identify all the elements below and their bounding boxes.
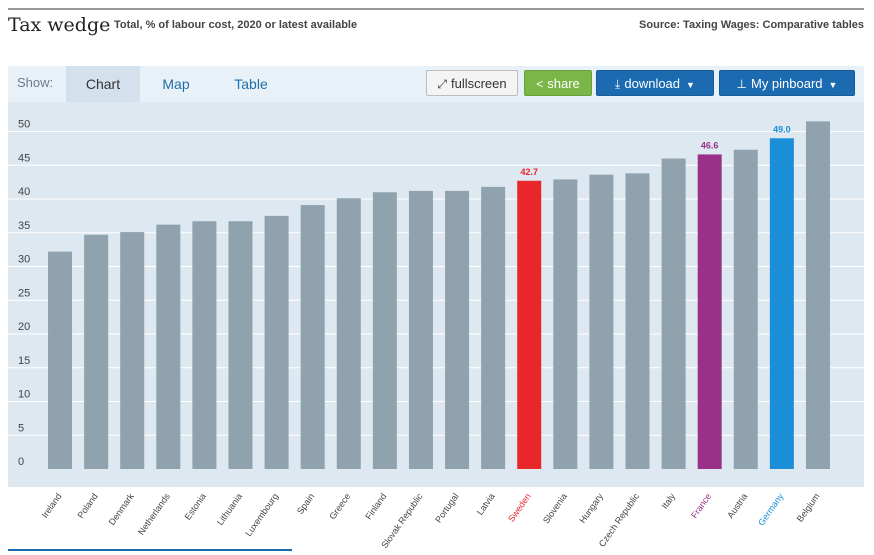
bar[interactable] [769,138,794,469]
x-tick-label: Hungary [577,491,605,525]
y-tick-label: 20 [18,321,30,333]
share-button[interactable]: < share [524,70,592,96]
x-tick-label: Lithuania [215,491,244,527]
x-axis-labels: Ireland Poland Denmark Netherlands Estonia Li… [40,491,822,550]
y-tick-label: 25 [18,287,30,299]
x-tick-label: Germany [756,491,786,527]
bar[interactable] [120,232,145,469]
bar[interactable] [553,179,578,470]
bar[interactable] [589,174,614,469]
data-label: 42.7 [520,167,538,177]
bar[interactable] [625,173,650,469]
download-label: download [624,76,681,91]
pushpin-icon: ⊥ [736,77,747,91]
bar[interactable] [48,251,73,469]
x-tick-label: Belgium [795,491,822,523]
tab-map[interactable]: Map [140,66,212,102]
bar[interactable] [661,158,686,470]
bar[interactable] [805,121,830,469]
page-subtitle: Total, % of labour cost, 2020 or latest … [114,19,358,31]
tab-table-label: Table [234,76,268,92]
bar[interactable] [336,198,361,469]
tab-map-label: Map [162,76,190,92]
bar[interactable] [156,224,181,469]
show-label: Show: [17,75,54,90]
y-tick-label: 30 [18,254,30,266]
data-label: 46.6 [701,140,719,150]
bar[interactable] [481,186,506,469]
x-tick-label: Spain [295,491,316,516]
x-tick-label: Portugal [433,491,460,524]
data-labels: 42.7 46.6 49.0 [520,124,790,177]
bars [48,121,830,470]
x-tick-label: Ireland [40,491,64,519]
y-tick-label: 10 [18,389,30,401]
pinboard-label: My pinboard [750,76,823,91]
x-tick-label: Luxembourg [243,491,280,538]
y-tick-label: 40 [18,186,30,198]
x-tick-label: Slovenia [541,491,569,525]
y-tick-label: 35 [18,220,30,232]
bar[interactable] [264,215,289,469]
bar[interactable] [300,205,325,469]
y-tick-label: 5 [18,422,24,434]
pinboard-button[interactable]: ⊥ My pinboard ▼ [719,70,855,96]
tab-chart[interactable]: Chart [66,66,140,102]
y-tick-label: 50 [18,119,30,131]
bar[interactable] [372,192,397,469]
y-tick-label: 0 [18,456,24,468]
x-tick-label: Finland [363,491,388,521]
header: Tax wedge Total, % of labour cost, 2020 … [8,14,864,38]
source-note: Source: Taxing Wages: Comparative tables [639,19,864,31]
fullscreen-label: fullscreen [450,76,507,91]
y-axis-ticks: 0 5 10 15 20 25 30 35 40 45 50 [18,119,30,469]
x-tick-label: Italy [660,491,678,511]
x-tick-label: Greece [327,491,352,521]
bar[interactable] [445,190,470,469]
bar[interactable] [84,234,109,469]
download-button[interactable]: ⤓ download ▼ [596,70,714,96]
y-tick-label: 45 [18,152,30,164]
x-tick-label: Czech Republic [597,491,642,549]
x-tick-label: Estonia [183,491,208,521]
share-icon: < [536,77,544,91]
x-tick-label: Sweden [506,491,533,523]
bar[interactable] [408,190,433,469]
bottom-rule [8,549,292,551]
caret-down-icon: ▼ [686,80,695,90]
bar[interactable] [733,149,758,469]
top-rule [8,8,864,10]
x-tick-label: France [689,491,713,520]
download-tray-icon: ⤓ [615,77,621,91]
x-tick-label: Denmark [107,491,136,527]
caret-down-icon: ▼ [828,80,838,90]
expand-arrows-icon: ⤢ [437,77,447,91]
data-label: 49.0 [773,124,791,134]
bar[interactable] [697,154,722,469]
tab-table[interactable]: Table [212,66,290,102]
x-tick-label: Latvia [475,491,497,516]
y-tick-label: 15 [18,355,30,367]
fullscreen-button[interactable]: ⤢ fullscreen [426,70,518,96]
x-tick-label: Poland [76,491,100,520]
x-tick-label: Austria [725,491,749,520]
bar[interactable] [517,180,542,469]
tab-chart-label: Chart [85,76,121,92]
x-tick-label: Netherlands [136,491,172,537]
toolbar: Show: Chart Map Table ⤢ fullscreen < share… [8,66,864,102]
bar[interactable] [192,221,217,469]
page-title: Tax wedge [8,14,111,36]
share-label: share [547,76,580,91]
bar[interactable] [228,221,253,469]
